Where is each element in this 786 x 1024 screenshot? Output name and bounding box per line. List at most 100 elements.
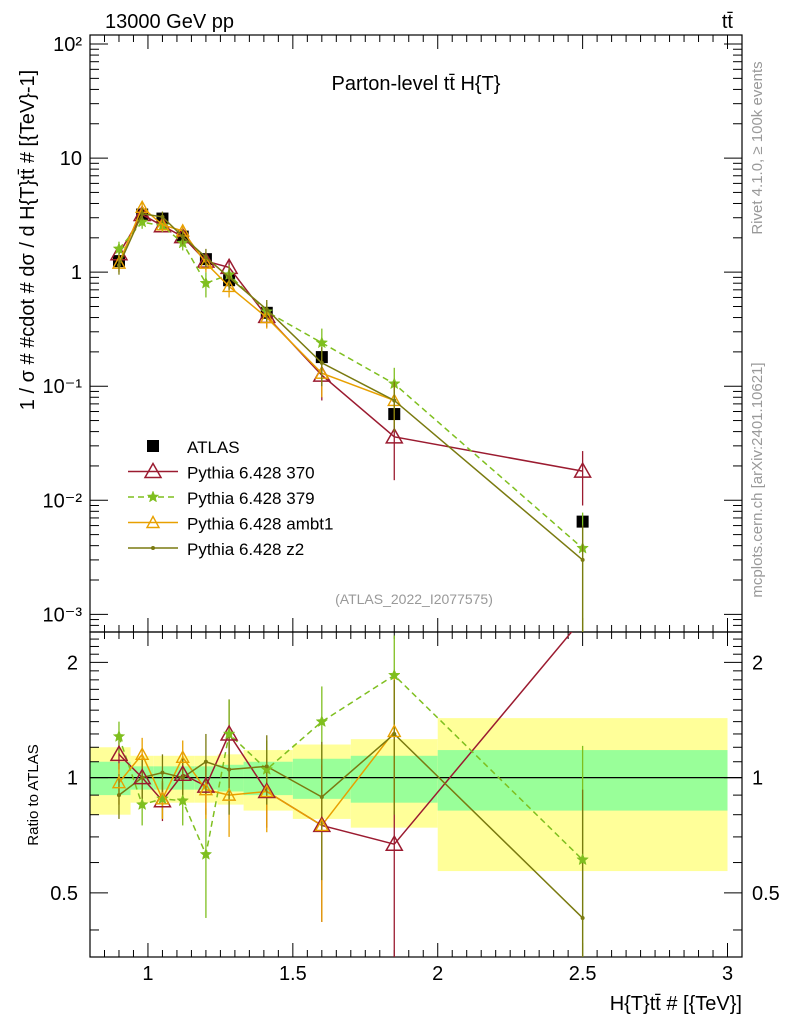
ratio-point-2 xyxy=(387,723,402,738)
ratio-y-tick-label: 1 xyxy=(67,768,78,790)
x-tick-label: 3 xyxy=(722,963,733,985)
ratio-y-tick-label: 2 xyxy=(67,652,78,674)
ratio-point-3 xyxy=(203,759,208,764)
ratio-point-0 xyxy=(173,764,193,782)
ratio-point-3 xyxy=(116,793,121,798)
series-line-4 xyxy=(118,212,584,561)
series-point-3 xyxy=(155,217,170,231)
ratio-y-tick-label-right: 1 xyxy=(752,768,763,790)
main-y-axis-label: 1 / σ # #cdot # dσ / d H{T}tt̄ # [{TeV}-… xyxy=(17,70,39,410)
ratio-point-1 xyxy=(222,727,236,740)
x-tick-label: 2 xyxy=(432,963,443,985)
series-point-4 xyxy=(227,275,232,280)
y-tick-label: 10⁻² xyxy=(43,490,83,512)
ratio-point-2 xyxy=(111,775,127,789)
plot-title: Parton-level tt̄ H{T} xyxy=(332,73,501,95)
ratio-point-1 xyxy=(260,762,274,775)
legend-marker xyxy=(147,440,159,452)
ratio-line-3 xyxy=(118,732,584,919)
ratio-frame xyxy=(89,631,743,958)
series-point-4 xyxy=(392,398,397,403)
x-axis-label: H{T}tt̄ # [{TeV}] xyxy=(610,993,742,1015)
ratio-point-3 xyxy=(227,767,232,772)
series-line-1 xyxy=(118,213,583,472)
legend-label: Pythia 6.428 ambt1 xyxy=(187,515,333,534)
ratio-point-2 xyxy=(198,782,214,796)
ratio-point-0 xyxy=(132,768,152,785)
uncertainty-band-green xyxy=(90,761,131,796)
legend-label: Pythia 6.428 z2 xyxy=(187,540,304,559)
ratio-point-1 xyxy=(387,668,401,681)
y-tick-label: 10 xyxy=(60,148,82,170)
ratio-series-group xyxy=(118,632,584,957)
ratio-line-1 xyxy=(118,674,584,861)
ratio-point-1 xyxy=(156,792,169,805)
series-point-4 xyxy=(140,211,145,216)
series-point-2 xyxy=(112,242,126,255)
series-point-4 xyxy=(160,214,165,219)
process-label: tt̄ xyxy=(722,11,734,33)
y-tick-label: 10⁻³ xyxy=(43,604,83,626)
legend-label: Pythia 6.428 370 xyxy=(187,464,315,483)
series-point-4 xyxy=(319,360,324,365)
series-point-4 xyxy=(264,307,269,312)
ratio-point-2 xyxy=(134,746,150,761)
ratio-y-tick-label-right: 2 xyxy=(752,652,763,674)
series-point-3 xyxy=(221,278,237,293)
ratio-point-3 xyxy=(392,731,397,736)
ratio-point-3 xyxy=(319,794,324,799)
series-point-2 xyxy=(315,336,329,349)
series-point-3 xyxy=(259,310,274,324)
series-point-4 xyxy=(180,234,185,239)
legend-marker xyxy=(151,546,155,550)
legend-marker xyxy=(143,461,163,479)
series-point-2 xyxy=(199,276,213,289)
ratio-point-1 xyxy=(176,794,190,807)
energy-label: 13000 GeV pp xyxy=(105,11,234,33)
rivet-label: Rivet 4.1.0, ≥ 100k events xyxy=(749,61,766,234)
ratio-point-0 xyxy=(109,744,129,762)
y-tick-label: 1 xyxy=(71,262,82,284)
ratio-point-0 xyxy=(384,834,404,851)
ratio-point-0 xyxy=(257,781,277,799)
ratio-point-3 xyxy=(160,770,165,775)
series-point-3 xyxy=(198,255,214,269)
series-point-1 xyxy=(384,427,404,444)
series-point-1 xyxy=(573,461,592,478)
ratio-point-3 xyxy=(264,764,269,769)
ratio-point-1 xyxy=(315,714,329,728)
x-tick-label: 2.5 xyxy=(569,963,597,985)
ratio-y-tick-label-right: 0.5 xyxy=(752,883,780,905)
y-tick-label: 10⁻¹ xyxy=(43,376,83,398)
ratio-point-2 xyxy=(155,791,170,805)
ratio-point-1 xyxy=(135,797,149,811)
ratio-y-tick-label: 0.5 xyxy=(50,883,78,905)
ratio-y-axis-label: Ratio to ATLAS xyxy=(25,744,42,845)
legend-label: Pythia 6.428 379 xyxy=(187,489,315,508)
legend-label: ATLAS xyxy=(187,438,240,457)
ratio-point-2 xyxy=(314,817,330,832)
ratio-point-3 xyxy=(180,775,185,780)
ratio-point-3 xyxy=(140,775,145,780)
y-tick-label: 10² xyxy=(53,34,82,56)
series-point-4 xyxy=(580,557,585,562)
ratio-point-1 xyxy=(576,853,589,866)
series-point-2 xyxy=(135,215,149,228)
ratio-point-2 xyxy=(175,749,190,763)
ratio-point-0 xyxy=(196,776,216,793)
ratio-point-0 xyxy=(312,815,332,833)
ratio-line-0 xyxy=(118,632,573,846)
series-line-2 xyxy=(118,221,584,549)
ratio-point-1 xyxy=(112,729,126,742)
legend-marker xyxy=(145,515,161,529)
x-tick-label: 1.5 xyxy=(279,963,307,985)
x-tick-label: 1 xyxy=(142,963,153,985)
ratio-point-2 xyxy=(221,787,237,801)
analysis-watermark: (ATLAS_2022_I2077575) xyxy=(335,591,493,607)
ratio-point-3 xyxy=(580,915,585,920)
mcplots-label: mcplots.cern.ch [arXiv:2401.10621] xyxy=(749,362,766,597)
ratio-point-2 xyxy=(259,783,274,798)
series-point-4 xyxy=(203,255,208,260)
series-point-4 xyxy=(116,263,121,268)
